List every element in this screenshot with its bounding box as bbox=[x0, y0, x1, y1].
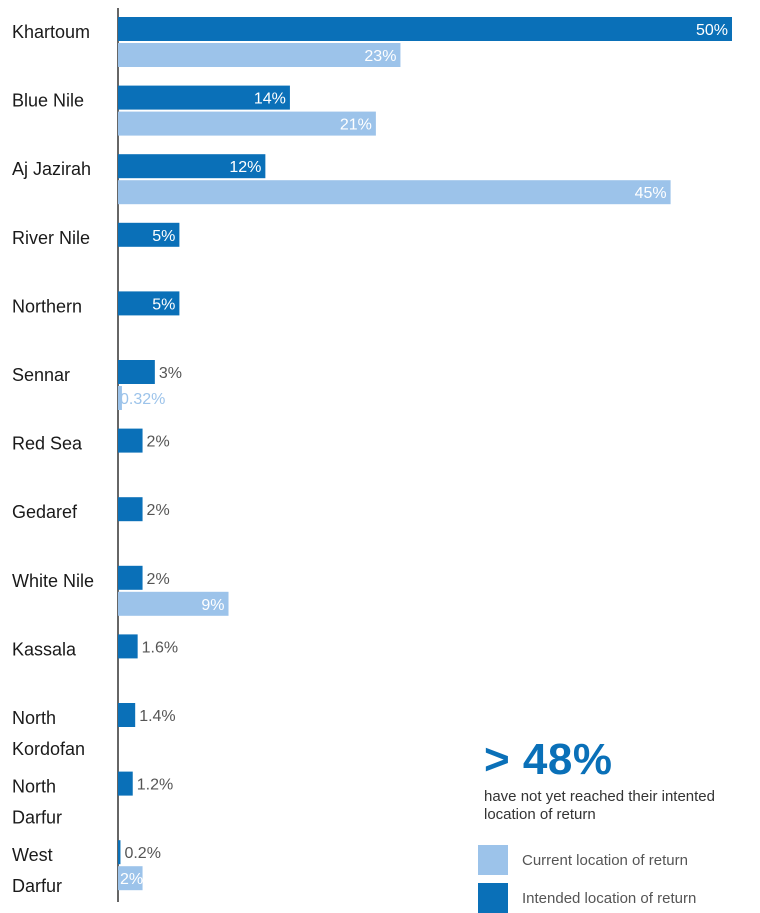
legend-swatch-current bbox=[478, 845, 508, 875]
legend-label-intended: Intended location of return bbox=[522, 889, 697, 907]
bar-current bbox=[118, 43, 401, 67]
bar-current bbox=[118, 591, 229, 616]
category-label: Aj Jazirah bbox=[12, 159, 91, 179]
callout-headline: > 48% bbox=[484, 735, 613, 784]
category-label: North bbox=[12, 708, 56, 728]
category-label: North bbox=[12, 777, 56, 797]
category-label: West bbox=[12, 845, 53, 865]
data-label: 45% bbox=[635, 185, 667, 202]
bar-intended bbox=[118, 428, 143, 453]
data-label: 1.4% bbox=[139, 708, 175, 725]
bar-intended bbox=[118, 840, 121, 865]
data-label: 50% bbox=[696, 22, 728, 39]
bar-intended bbox=[118, 154, 266, 179]
category-label: Northern bbox=[12, 296, 82, 316]
category-label: Gedaref bbox=[12, 502, 78, 522]
category-label: River Nile bbox=[12, 228, 90, 248]
data-label: 23% bbox=[364, 48, 396, 65]
data-label: 9% bbox=[201, 597, 224, 614]
data-label: 3% bbox=[159, 365, 182, 382]
data-label: 2% bbox=[147, 434, 170, 451]
data-label: 1.2% bbox=[137, 777, 173, 794]
bar-intended bbox=[118, 291, 180, 316]
data-label: 5% bbox=[152, 228, 175, 245]
bar-current bbox=[118, 386, 122, 410]
bar-intended bbox=[118, 17, 732, 41]
data-label: 2% bbox=[147, 571, 170, 588]
bar-intended bbox=[118, 771, 133, 796]
data-label: 2% bbox=[147, 502, 170, 519]
category-label: Sennar bbox=[12, 365, 70, 385]
data-label: 2% bbox=[120, 871, 143, 888]
callout: > 48% have not yet reached their intente… bbox=[484, 738, 754, 824]
category-label: Kassala bbox=[12, 639, 77, 659]
bar-intended bbox=[118, 222, 180, 247]
data-label: 14% bbox=[254, 91, 286, 108]
bar-intended bbox=[118, 634, 138, 659]
category-label: Red Sea bbox=[12, 434, 83, 454]
legend-label-current: Current location of return bbox=[522, 851, 688, 869]
bar-current bbox=[118, 180, 671, 205]
data-label: 5% bbox=[152, 296, 175, 313]
bar-intended bbox=[118, 360, 155, 384]
category-label: Darfur bbox=[12, 808, 62, 828]
data-label: 1.6% bbox=[142, 639, 178, 656]
category-label: Khartoum bbox=[12, 22, 90, 42]
legend-swatch-intended bbox=[478, 883, 508, 913]
category-label: Darfur bbox=[12, 876, 62, 896]
data-label: 0.32% bbox=[120, 391, 165, 408]
bar-intended bbox=[118, 565, 143, 590]
data-label: 21% bbox=[340, 117, 372, 134]
bar-intended bbox=[118, 497, 143, 522]
data-label: 12% bbox=[229, 159, 261, 176]
data-label: 0.2% bbox=[124, 845, 160, 862]
category-label: White Nile bbox=[12, 571, 94, 591]
bar-intended bbox=[118, 85, 290, 110]
callout-text: have not yet reached their intented loca… bbox=[484, 788, 715, 823]
legend-item-current: Current location of return bbox=[478, 845, 688, 875]
category-label: Kordofan bbox=[12, 739, 85, 759]
category-label: Blue Nile bbox=[12, 91, 84, 111]
bar-current bbox=[118, 866, 143, 891]
bar-intended bbox=[118, 703, 136, 727]
legend-item-intended: Intended location of return bbox=[478, 883, 696, 913]
bar-current bbox=[118, 111, 376, 136]
